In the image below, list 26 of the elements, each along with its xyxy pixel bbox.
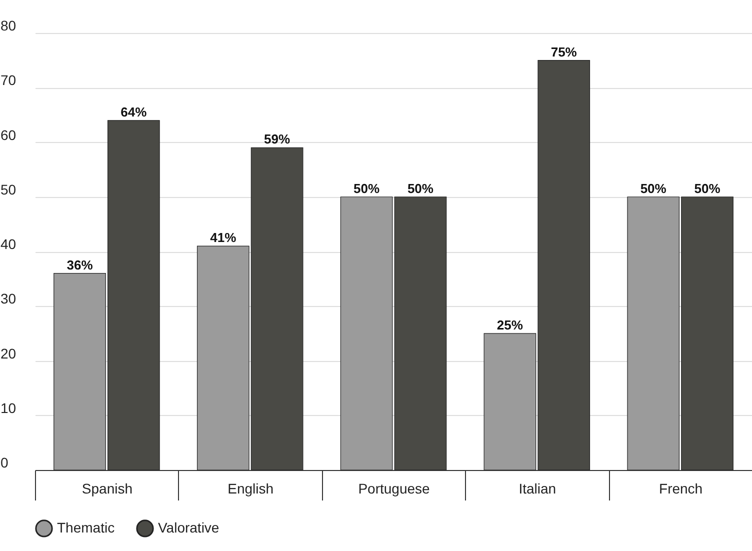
- y-tick-label: 80: [0, 18, 16, 34]
- y-tick-label: 50: [0, 181, 16, 198]
- y-tick-label: 40: [0, 236, 16, 252]
- y-tick-label: 20: [0, 345, 16, 362]
- data-label: 25%: [496, 317, 524, 332]
- x-tick-label: Portuguese: [358, 480, 430, 496]
- x-tick-label: Spanish: [82, 480, 132, 496]
- y-tick-label: 10: [0, 400, 16, 416]
- data-label: 36%: [66, 257, 94, 272]
- legend-label: Thematic: [57, 519, 115, 536]
- legend-label: Valorative: [158, 519, 220, 536]
- x-tick-label: English: [228, 480, 274, 496]
- data-label: 64%: [120, 104, 148, 120]
- data-label: 75%: [550, 44, 578, 60]
- data-label: 50%: [694, 180, 721, 196]
- x-tick-label: Italian: [518, 480, 556, 496]
- data-label: 41%: [210, 230, 237, 246]
- y-tick-label: 70: [0, 72, 16, 88]
- data-label: 50%: [354, 180, 380, 196]
- data-label: 59%: [264, 132, 290, 147]
- y-tick-label: 60: [0, 126, 16, 143]
- y-tick-label: 0: [0, 454, 8, 470]
- y-tick-label: 30: [0, 290, 16, 307]
- data-label: 50%: [407, 180, 434, 196]
- data-label: 50%: [640, 180, 667, 196]
- x-tick-label: French: [659, 480, 703, 496]
